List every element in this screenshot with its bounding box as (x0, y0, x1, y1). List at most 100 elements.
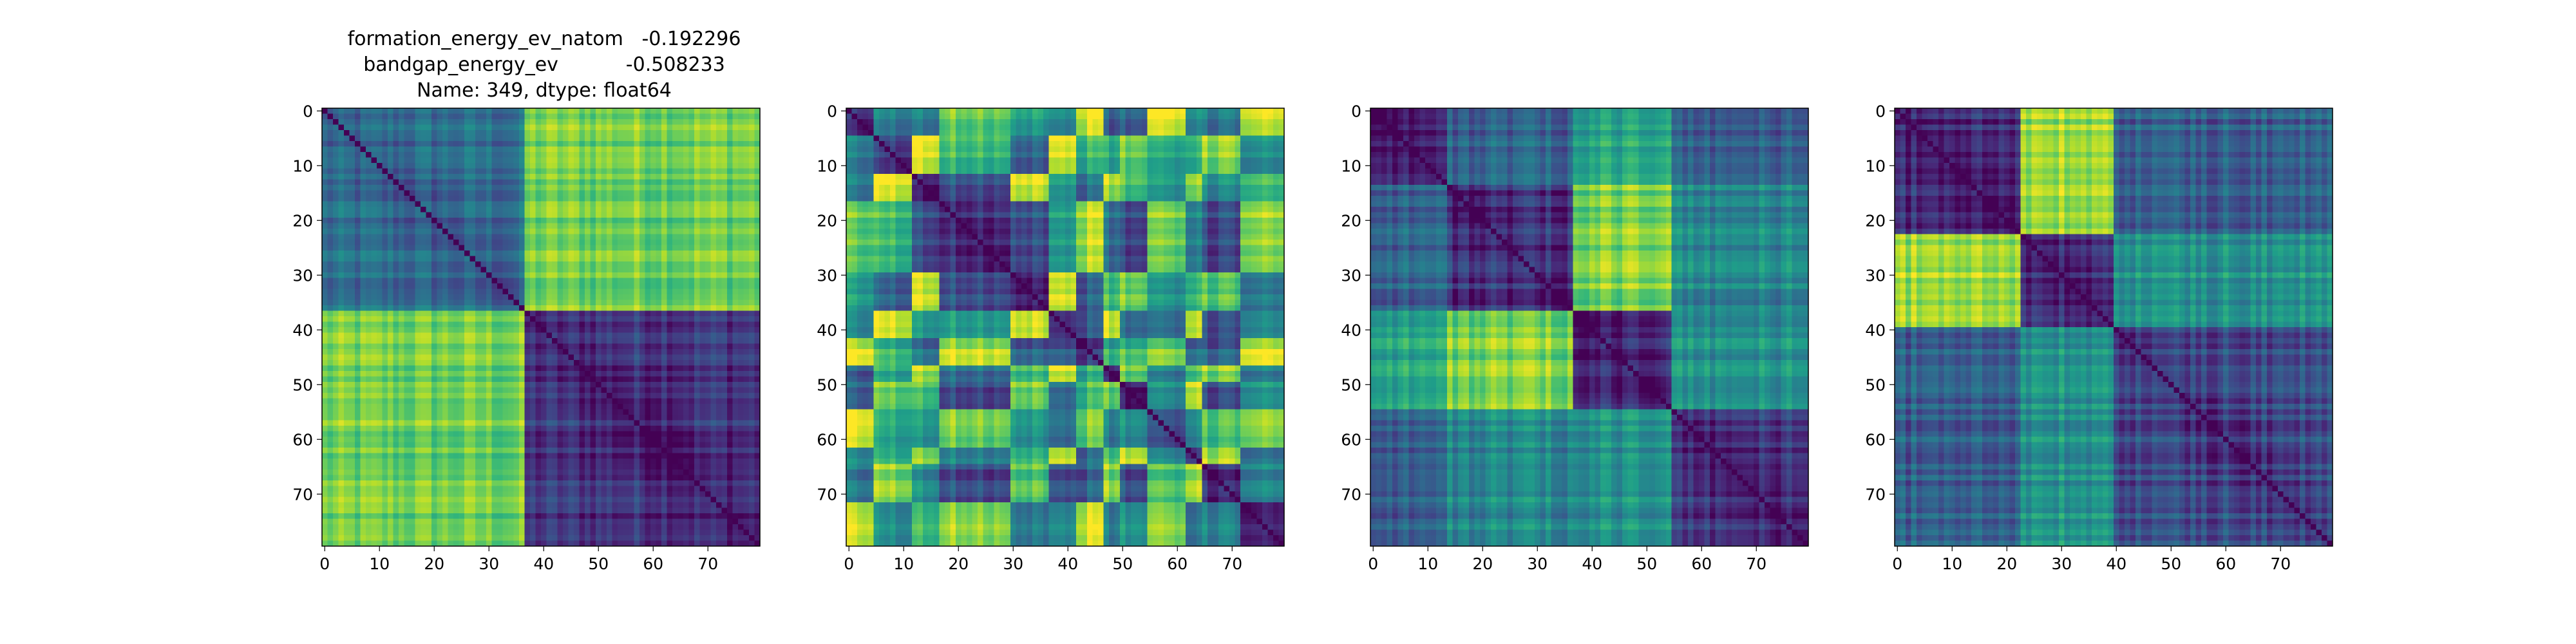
heatmap-cell (453, 448, 459, 453)
heatmap-cell (700, 442, 706, 448)
heatmap-cell (667, 130, 673, 136)
heatmap-cell (639, 152, 645, 158)
heatmap-cell (569, 234, 574, 240)
heatmap-cell (530, 327, 536, 333)
heatmap-cell (492, 180, 498, 185)
heatmap-cell (678, 360, 684, 366)
heatmap-cell (333, 366, 339, 372)
heatmap-cell (667, 256, 673, 262)
heatmap-cell (437, 366, 443, 372)
heatmap-cell (453, 136, 459, 142)
heatmap-cell (442, 202, 448, 207)
heatmap-cell (361, 399, 366, 404)
heatmap-cell (377, 283, 383, 289)
heatmap-cell (661, 272, 667, 278)
heatmap-cell (744, 322, 750, 328)
heatmap-cell (464, 251, 470, 256)
heatmap-cell (744, 261, 750, 267)
heatmap-cell (661, 371, 667, 377)
heatmap-cell (722, 223, 728, 229)
heatmap-cell (744, 305, 750, 311)
heatmap-cell (569, 316, 574, 322)
heatmap-cell (459, 410, 465, 415)
heatmap-cell (700, 404, 706, 410)
heatmap-cell (350, 448, 355, 453)
heatmap-cell (650, 415, 656, 421)
heatmap-cell (667, 245, 673, 251)
heatmap-cell (716, 371, 722, 377)
heatmap-cell (749, 283, 755, 289)
heatmap-cell (437, 218, 443, 223)
heatmap-cell (393, 338, 399, 344)
heatmap-cell (530, 289, 536, 295)
heatmap-cell (607, 382, 612, 388)
heatmap-cell (645, 289, 651, 295)
heatmap-cell (350, 371, 355, 377)
heatmap-cell (333, 431, 339, 437)
heatmap-cell (722, 256, 728, 262)
heatmap-cell (755, 377, 761, 383)
heatmap-cell (514, 289, 520, 295)
heatmap-cell (552, 234, 558, 240)
heatmap-cell (716, 366, 722, 372)
heatmap-cell (377, 338, 383, 344)
heatmap-cell (497, 388, 503, 393)
heatmap-cell (344, 169, 350, 175)
heatmap-cell (738, 136, 744, 142)
heatmap-cell (623, 322, 629, 328)
heatmap-cell (585, 130, 591, 136)
heatmap-cell (508, 349, 514, 355)
heatmap-cell (536, 283, 542, 289)
heatmap-cell (464, 404, 470, 410)
heatmap-cell (618, 213, 623, 218)
heatmap-cell (333, 207, 339, 213)
heatmap-cell (350, 185, 355, 191)
heatmap-cell (355, 114, 361, 120)
heatmap-cell (383, 141, 388, 147)
heatmap-cell (607, 305, 612, 311)
heatmap-cell (601, 377, 607, 383)
heatmap-cell (421, 108, 426, 114)
heatmap-cell (519, 322, 525, 328)
heatmap-cell (694, 261, 700, 267)
heatmap-cell (464, 191, 470, 196)
heatmap-cell (574, 141, 580, 147)
heatmap-cell (415, 261, 421, 267)
heatmap-cell (514, 349, 520, 355)
heatmap-cell (377, 147, 383, 153)
heatmap-cell (547, 130, 553, 136)
heatmap-cell (569, 300, 574, 306)
heatmap-cell (426, 141, 432, 147)
heatmap-cell (361, 207, 366, 213)
heatmap-cell (453, 245, 459, 251)
heatmap-cell (361, 377, 366, 383)
heatmap-cell (404, 267, 410, 273)
heatmap-cell (591, 180, 596, 185)
heatmap-cell (366, 174, 372, 180)
heatmap-cell (591, 426, 596, 431)
heatmap-cell (541, 382, 547, 388)
heatmap-cell (683, 174, 689, 180)
heatmap-cell (361, 366, 366, 372)
heatmap-cell (661, 267, 667, 273)
heatmap-cell (650, 272, 656, 278)
heatmap-cell (486, 333, 492, 339)
heatmap-cell (645, 333, 651, 339)
heatmap-cell (388, 119, 393, 125)
heatmap-cell (563, 426, 569, 431)
heatmap-cell (591, 261, 596, 267)
heatmap-cell (410, 223, 415, 229)
heatmap-cell (437, 114, 443, 120)
heatmap-cell (437, 316, 443, 322)
heatmap-cell (667, 431, 673, 437)
heatmap-cell (563, 185, 569, 191)
heatmap-cell (591, 388, 596, 393)
heatmap-cell (733, 338, 739, 344)
heatmap-cell (393, 191, 399, 196)
heatmap-cell (744, 207, 750, 213)
heatmap-cell (749, 114, 755, 120)
heatmap-cell (350, 213, 355, 218)
heatmap-cell (683, 283, 689, 289)
heatmap-cell (410, 442, 415, 448)
heatmap-cell (475, 278, 481, 284)
